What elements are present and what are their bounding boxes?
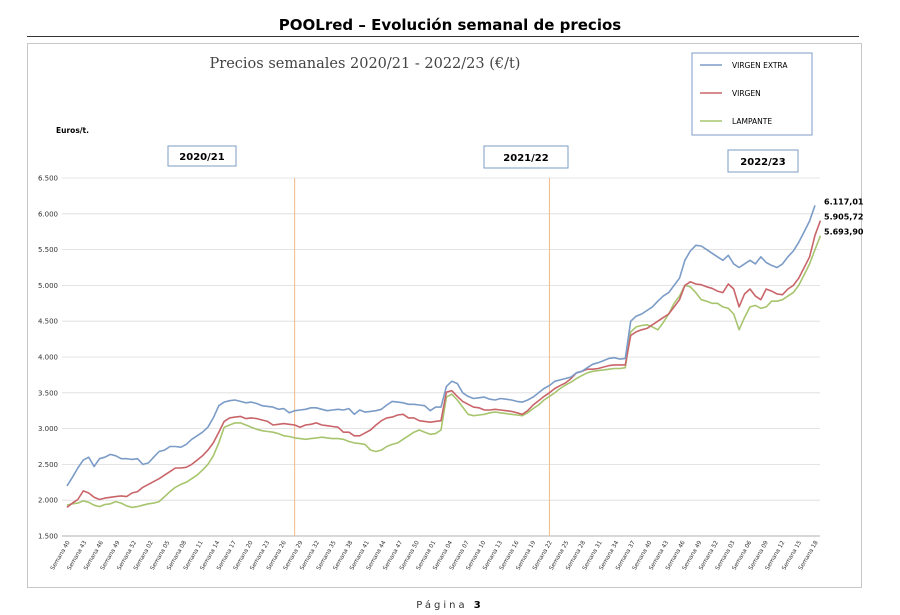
page-title: POOLred – Evolución semanal de precios xyxy=(278,16,622,34)
y-tick-label: 1.500 xyxy=(38,533,58,541)
campaign-labels: 2020/21 2021/22 2022/23 xyxy=(167,145,799,173)
gridlines xyxy=(62,177,820,537)
page-number: 3 xyxy=(473,600,484,611)
legend: VIRGEN EXTRA VIRGEN LAMPANTE xyxy=(691,52,813,136)
header-divider xyxy=(27,36,859,37)
y-axis-ticks: 1.500 2.000 2.500 3.000 3.500 4.000 4.500 5.000… xyxy=(38,175,58,541)
y-tick-label: 4.000 xyxy=(38,354,58,362)
y-tick-label: 5.500 xyxy=(38,246,58,254)
series-lines xyxy=(66,205,822,509)
page-footer: Página 3 xyxy=(0,600,900,611)
chart-frame xyxy=(27,43,862,588)
y-tick-label: 4.500 xyxy=(38,318,58,326)
campaign-box xyxy=(167,145,237,167)
end-value-label: 6.117,01 xyxy=(824,197,864,206)
y-tick-label: 2.000 xyxy=(38,497,58,505)
legend-label: VIRGEN EXTRA xyxy=(732,61,788,70)
legend-label: LAMPANTE xyxy=(732,117,772,126)
y-tick-label: 3.500 xyxy=(38,389,58,397)
chart-title: Precios semanales 2020/21 - 2022/23 (€/t… xyxy=(210,56,521,72)
y-axis-label: Euros/t. xyxy=(56,126,89,135)
campaign-label: 2022/23 xyxy=(740,157,785,168)
legend-label: VIRGEN xyxy=(732,89,761,98)
campaign-label: 2021/22 xyxy=(503,153,548,164)
campaign-separators xyxy=(294,178,550,536)
series-line xyxy=(66,205,816,487)
series-line xyxy=(66,220,822,509)
y-tick-label: 6.500 xyxy=(38,175,58,183)
campaign-box xyxy=(483,145,569,169)
end-value-labels: 6.117,01 5.905,72 5.693,90 xyxy=(824,197,864,236)
campaign-box xyxy=(727,149,799,173)
end-value-label: 5.905,72 xyxy=(824,213,863,222)
y-tick-label: 5.000 xyxy=(38,282,58,290)
y-tick-label: 6.000 xyxy=(38,210,58,218)
y-tick-label: 2.500 xyxy=(38,461,58,469)
y-tick-label: 3.000 xyxy=(38,425,58,433)
campaign-label: 2020/21 xyxy=(179,152,224,163)
end-value-label: 5.693,90 xyxy=(824,228,864,237)
series-line xyxy=(66,235,822,509)
page-label: Página xyxy=(416,600,468,611)
